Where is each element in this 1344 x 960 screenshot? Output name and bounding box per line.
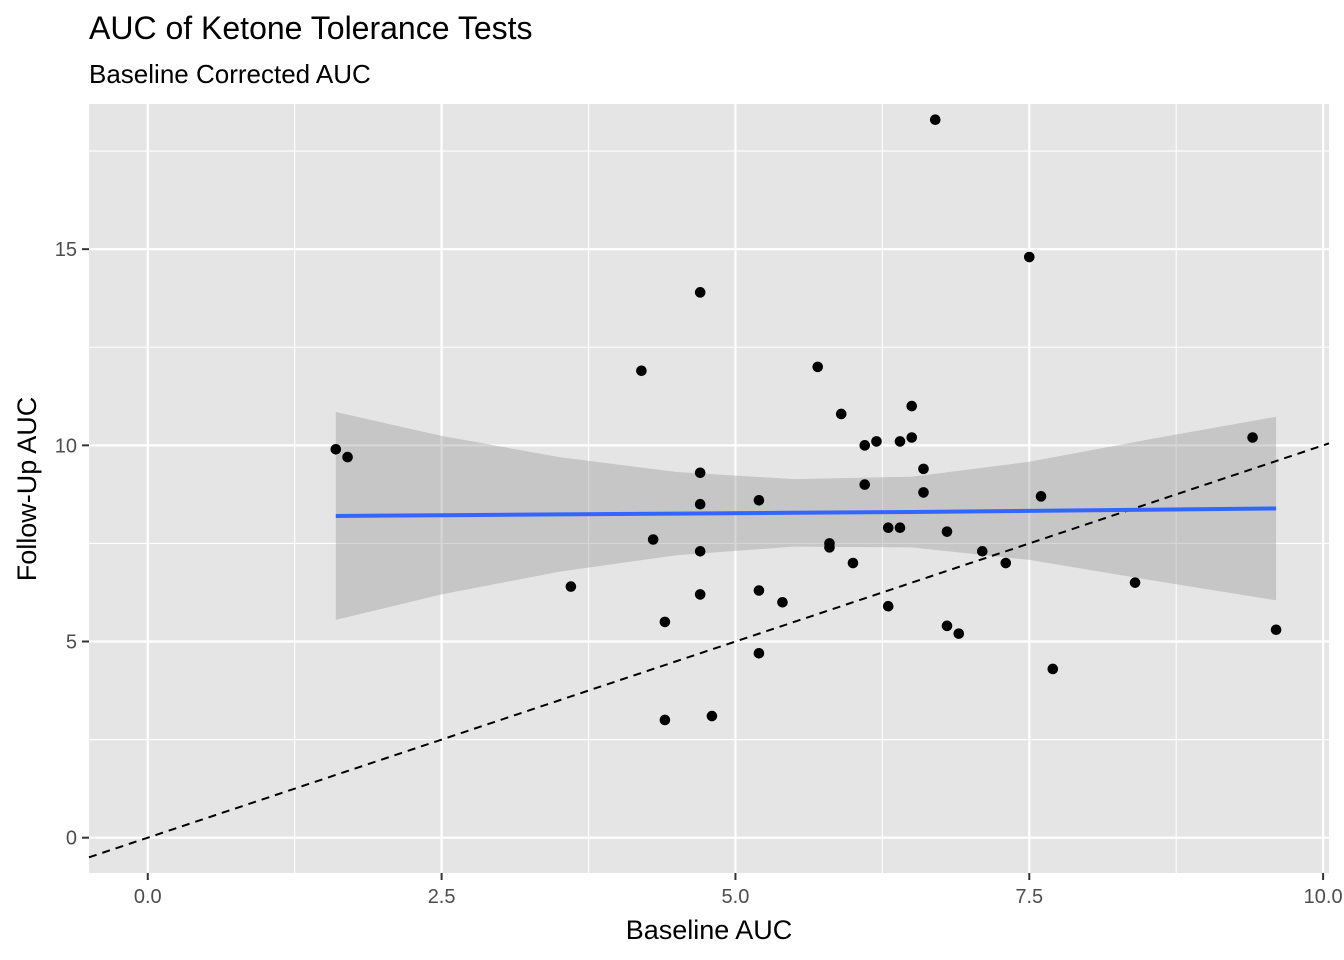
- data-point: [753, 585, 765, 596]
- data-point: [753, 494, 765, 506]
- data-point: [753, 647, 765, 659]
- y-axis-title: Follow-Up AUC: [12, 397, 42, 582]
- data-point: [647, 534, 659, 545]
- y-tick-label: 10: [55, 435, 77, 457]
- data-point: [918, 463, 929, 475]
- data-point: [659, 616, 671, 628]
- data-point: [871, 436, 882, 447]
- data-point: [882, 600, 894, 612]
- x-tick-label: 5.0: [722, 886, 750, 908]
- data-point: [1000, 557, 1012, 569]
- data-point: [342, 451, 353, 463]
- data-point: [659, 714, 671, 726]
- data-point: [918, 487, 929, 498]
- data-point: [1129, 577, 1141, 588]
- y-tick-label: 15: [55, 239, 77, 261]
- data-point: [636, 365, 647, 377]
- x-tick-label: 0.0: [134, 886, 162, 908]
- x-tick-label: 10.0: [1304, 886, 1343, 908]
- data-point: [694, 287, 706, 298]
- x-tick-label: 2.5: [428, 886, 456, 908]
- data-point: [835, 408, 847, 420]
- data-point: [976, 545, 988, 557]
- data-point: [777, 596, 788, 608]
- chart-title: AUC of Ketone Tolerance Tests: [89, 10, 533, 46]
- x-tick-label: 7.5: [1015, 886, 1043, 908]
- data-point: [694, 545, 706, 557]
- data-point: [706, 710, 718, 722]
- data-point: [941, 620, 953, 632]
- data-point: [565, 581, 577, 592]
- regression-line: [335, 506, 1277, 518]
- data-point: [1035, 491, 1047, 502]
- confidence-band: [335, 412, 1277, 620]
- data-point: [859, 440, 871, 451]
- identity-reference-line: [88, 442, 1330, 859]
- data-point: [847, 557, 859, 569]
- y-tick-label: 0: [66, 828, 77, 850]
- data-point: [330, 443, 342, 455]
- plot-panel: [89, 104, 1329, 873]
- data-point: [953, 628, 965, 639]
- data-point: [1047, 663, 1059, 675]
- data-point: [1023, 251, 1035, 263]
- data-point: [894, 522, 906, 534]
- panel-content: [88, 114, 1330, 859]
- data-point: [941, 526, 953, 537]
- data-point: [859, 479, 871, 490]
- data-point: [882, 522, 894, 534]
- data-point: [906, 432, 918, 443]
- major-gridlines: [89, 104, 1329, 873]
- data-point: [812, 361, 824, 373]
- x-axis: 0.0 2.5 5.0 7.5 10.0: [134, 873, 1343, 908]
- data-point: [906, 400, 918, 412]
- data-point: [929, 114, 941, 125]
- data-point: [1247, 432, 1258, 443]
- data-point: [1270, 624, 1282, 636]
- data-point: [694, 498, 706, 510]
- data-point: [694, 589, 706, 600]
- y-tick-label: 5: [66, 632, 77, 654]
- y-axis: 0 5 10 15: [55, 239, 89, 850]
- data-point: [694, 467, 706, 479]
- data-point: [824, 542, 835, 553]
- minor-gridlines: [89, 104, 1329, 873]
- x-axis-title: Baseline AUC: [626, 915, 793, 945]
- data-point: [894, 436, 906, 447]
- chart-subtitle: Baseline Corrected AUC: [89, 59, 371, 89]
